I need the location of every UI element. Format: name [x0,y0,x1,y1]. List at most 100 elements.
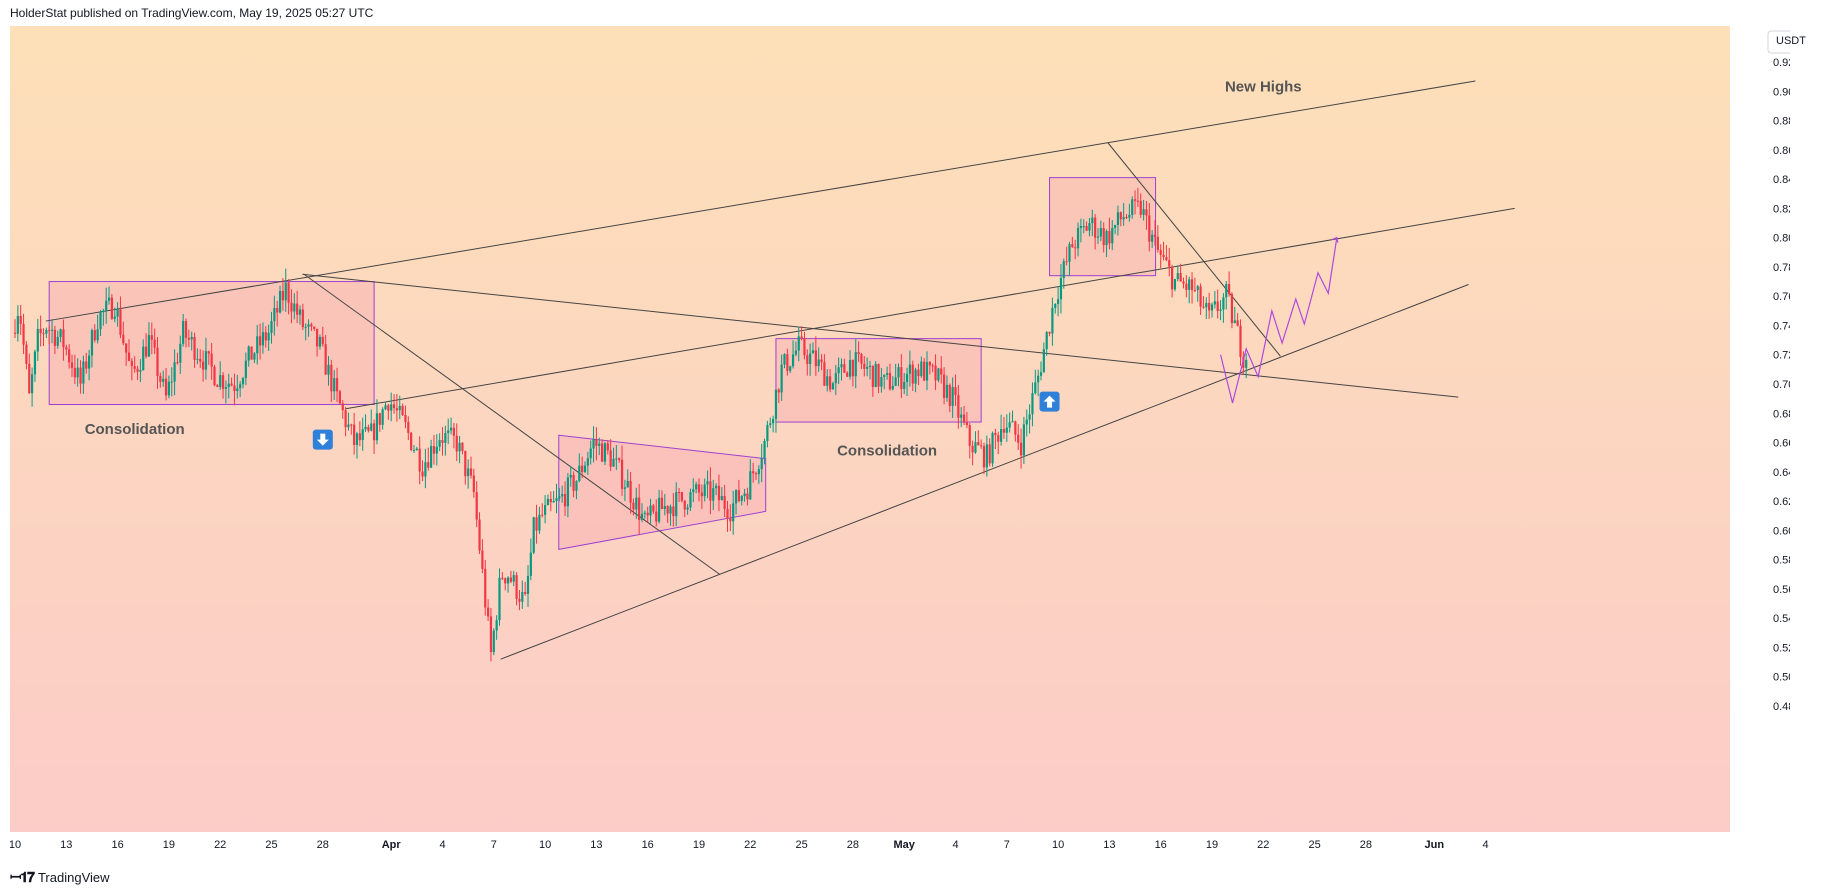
candle [333,370,336,400]
time-tick-label: 16 [111,839,123,851]
candle [660,490,664,510]
candle-body [1156,236,1159,250]
time-axis[interactable]: 10 13 16 19 22 25 28 Apr 4 7 10 13 16 19 22 25 28 May 4 7 10… [10,832,1730,858]
price-tick-label: 0.5400 [1773,613,1790,625]
candle [341,400,344,419]
candle-body [1210,304,1214,311]
candle-body [256,336,259,354]
candle [484,559,487,616]
candle-body [281,290,284,301]
candle [1031,382,1034,427]
candle [1179,263,1182,282]
candle-body [601,443,604,462]
candle-body [846,372,849,377]
candle-body [70,362,74,368]
candle-body [1051,307,1054,334]
candle [1011,410,1014,423]
candle-body [421,471,424,477]
candle [1045,331,1048,356]
candle-body [777,389,780,393]
currency-badge[interactable] [1767,30,1790,54]
candle [1068,241,1071,276]
time-tick-label: 25 [1308,839,1320,851]
candle [59,328,62,343]
candle [840,358,843,381]
candle [36,318,39,361]
candle [467,459,470,489]
candle-body [444,432,447,443]
candle-body [1233,320,1236,324]
candle [358,421,361,447]
time-tick-label: 13 [590,839,602,851]
candle-body [529,552,532,576]
candle-body [720,496,723,501]
candle-body [797,336,800,351]
candle-body [638,497,641,520]
candle-body [48,329,51,331]
candle-body [700,492,703,497]
candle [392,394,396,414]
candle-body [233,385,236,392]
candle-body [455,435,458,452]
candle-body [22,323,25,345]
candle [173,349,176,396]
candle [598,437,601,456]
candle [498,568,501,626]
candle-body [504,578,507,584]
candle-body [187,337,190,340]
candle [549,491,552,512]
candle-body [629,480,632,503]
candle-body [412,450,416,452]
candle [70,354,74,377]
candle-body [293,303,296,312]
candle-body [361,429,364,441]
candle-body [811,350,815,354]
candle [1208,292,1211,320]
candle [90,328,94,368]
candle-body [62,329,65,348]
candle [789,365,792,374]
candle [811,342,815,354]
candle [193,332,196,368]
candle-body [660,497,664,509]
candle-body [606,443,609,451]
candle [415,446,418,451]
candle-body [162,378,165,382]
time-tick-label: 16 [1155,839,1167,851]
candle [287,279,290,315]
candle-body [358,433,361,441]
candle-body [1114,224,1117,228]
price-chart[interactable]: New Highs Consolidation Consolidation 0.92… [10,26,1790,858]
candle-body [401,405,404,416]
candle-body [1222,297,1225,310]
candle [492,628,495,656]
candle [1079,218,1082,243]
candle-body [626,480,629,488]
candle [1185,275,1188,298]
candle-body [868,365,872,367]
candle-body [829,376,832,390]
candle-body [88,355,91,369]
candle [737,479,740,503]
candle [766,420,769,448]
candle [1022,416,1025,465]
candle [130,358,133,381]
candle-body [905,373,909,382]
candle-body [618,458,621,460]
candle [677,488,681,502]
candle [316,328,319,357]
candle [435,434,438,466]
candle [373,419,376,455]
candle-body [127,352,131,361]
price-axis[interactable]: 0.9200 0.9000 0.8800 0.8600 0.8400 0.8200 0.80… [1773,57,1790,713]
candle-body [119,309,122,335]
candle-body [452,427,455,436]
candle-body [620,459,624,489]
candle-body [578,465,581,481]
candle-body [991,432,994,464]
chart-area[interactable]: New Highs Consolidation Consolidation 0.92… [10,26,1806,858]
candle-body [478,519,481,551]
candle [1145,200,1148,230]
candle-body [740,496,743,502]
candle-body [13,332,17,334]
